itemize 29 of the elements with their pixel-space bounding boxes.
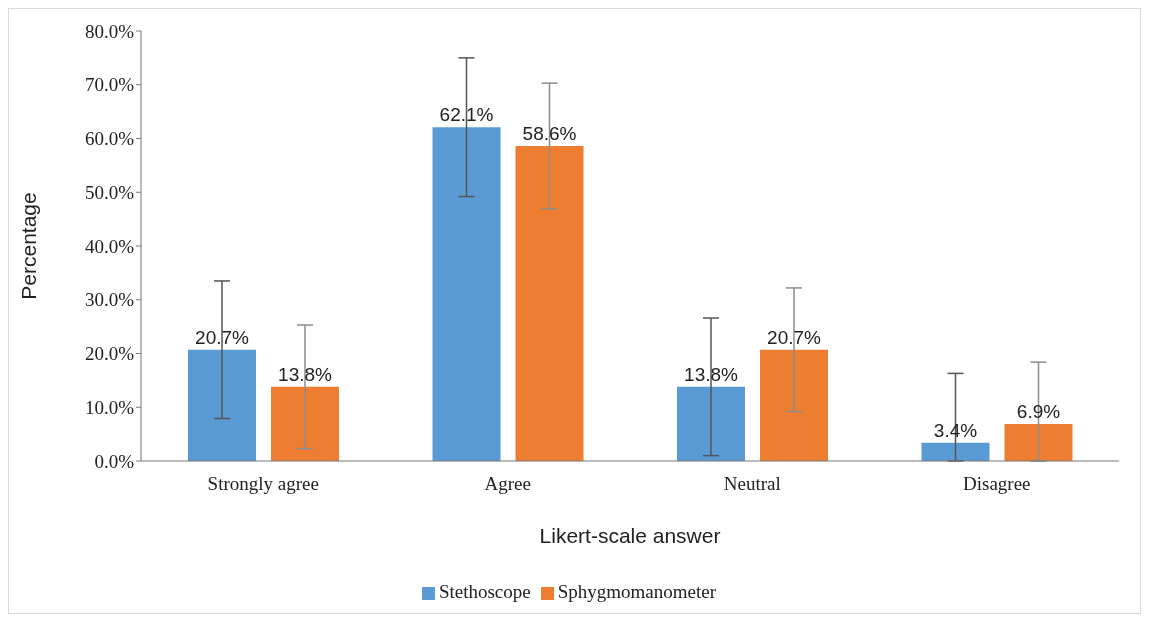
y-tick-label: 60.0% [84, 128, 135, 150]
bar [760, 349, 828, 461]
y-axis-title: Percentage [17, 192, 41, 300]
x-axis-title: Likert-scale answer [539, 524, 721, 547]
y-tick-label: 20.0% [84, 343, 135, 365]
legend-label: Sphygmomanometer [557, 581, 717, 602]
y-tick-label: 80.0% [84, 20, 135, 42]
bar [188, 349, 256, 461]
bar [515, 146, 584, 461]
legend-label: Stethoscope [438, 581, 531, 602]
x-tick-label: Disagree [962, 473, 1031, 495]
y-tick-label: 50.0% [84, 181, 135, 203]
bar [271, 386, 339, 461]
y-tick-label: 30.0% [84, 289, 135, 311]
y-tick-label: 10.0% [84, 396, 135, 418]
x-tick-label: Agree [484, 473, 531, 495]
bar [432, 127, 501, 461]
y-tick-label: 40.0% [84, 235, 135, 257]
bar [1004, 423, 1073, 461]
data-label: 13.8% [278, 363, 333, 385]
y-tick-label: 0.0% [94, 450, 135, 472]
bar [921, 442, 990, 461]
bar [677, 386, 745, 461]
x-tick-label: Neutral [723, 473, 781, 495]
y-tick-label: 70.0% [84, 74, 135, 96]
data-label: 20.7% [767, 326, 822, 348]
data-label: 6.9% [1016, 400, 1061, 422]
data-label: 58.6% [522, 123, 577, 145]
x-tick-label: Strongly agree [207, 473, 319, 495]
